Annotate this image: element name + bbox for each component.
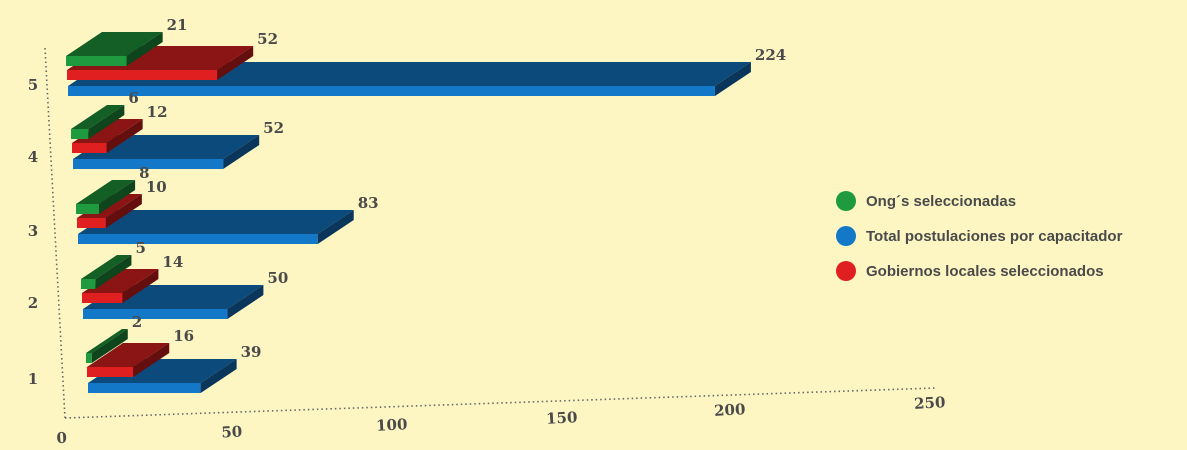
- bar-ong: [76, 180, 136, 214]
- data-label: 6: [128, 89, 138, 107]
- data-label: 83: [358, 194, 379, 212]
- bar-side-face: [714, 62, 751, 96]
- bar-front-face: [87, 367, 134, 377]
- y-tick-label: 3: [28, 222, 38, 240]
- legend-item: Ong´s seleccionadas: [836, 191, 1016, 211]
- data-label: 21: [167, 16, 188, 34]
- bar-front-face: [82, 293, 123, 303]
- bar-side-face: [227, 285, 264, 319]
- bar-front-face: [78, 234, 318, 244]
- bar-front-face: [81, 279, 96, 289]
- bar-side-face: [122, 269, 159, 303]
- bar-top-face: [76, 180, 136, 204]
- bar-gobiernos: [87, 343, 170, 377]
- data-label: 52: [257, 30, 278, 48]
- bar-side-face: [223, 135, 260, 169]
- y-axis-line: [44, 47, 66, 419]
- bar-side-face: [217, 46, 254, 80]
- legend-swatch: [836, 226, 856, 246]
- legend-label: Total postulaciones por capacitador: [866, 228, 1123, 245]
- y-tick-label: 5: [28, 76, 38, 94]
- bars: [66, 32, 751, 393]
- bar-front-face: [72, 143, 107, 153]
- bar-front-face: [68, 86, 715, 96]
- bar-top-face: [68, 62, 751, 86]
- data-label: 8: [139, 164, 149, 182]
- data-labels: 39 16 2 50 14 5 83 108 52 12 6 224 52 21: [128, 16, 786, 361]
- bar-side-face: [91, 329, 128, 363]
- data-label: 39: [241, 343, 262, 361]
- bar-front-face: [67, 70, 218, 80]
- bar-front-face: [71, 129, 89, 139]
- legend-item: Gobiernos locales seleccionados: [836, 261, 1104, 281]
- bar-ong: [66, 32, 163, 66]
- bar-top-face: [82, 269, 159, 293]
- bar-side-face: [133, 343, 170, 377]
- bar-total: [78, 210, 354, 244]
- bar-side-face: [126, 32, 163, 66]
- bar-front-face: [76, 204, 100, 214]
- bar-front-face: [77, 218, 106, 228]
- bar-front-face: [88, 383, 201, 393]
- data-label: 10: [146, 178, 167, 196]
- bar-top-face: [81, 255, 132, 279]
- x-tick-label: 200: [714, 400, 746, 420]
- bar-top-face: [86, 329, 128, 353]
- bar-total: [68, 62, 751, 96]
- x-tick-label: 100: [376, 415, 408, 435]
- x-tick-label: 150: [546, 408, 578, 428]
- y-tick-label: 1: [28, 370, 38, 388]
- x-tick-label: 50: [221, 422, 243, 441]
- x-tick-label: 250: [914, 393, 946, 413]
- data-label: 16: [173, 327, 194, 345]
- bar-front-face: [66, 56, 127, 66]
- bar-front-face: [86, 353, 92, 363]
- bar-side-face: [200, 359, 237, 393]
- bar-side-face: [88, 105, 125, 139]
- y-tick-label: 2: [28, 294, 38, 312]
- bar-ong: [71, 105, 125, 139]
- data-label: 5: [135, 239, 145, 257]
- data-label: 2: [132, 313, 142, 331]
- legend: Ong´s seleccionadas Total postulaciones p…: [836, 191, 1123, 281]
- data-label: 14: [162, 253, 183, 271]
- legend-label: Ong´s seleccionadas: [866, 193, 1016, 210]
- bar-top-face: [87, 343, 170, 367]
- bar-side-face: [106, 119, 143, 153]
- data-label: 50: [267, 269, 288, 287]
- data-label: 224: [755, 46, 786, 64]
- bar-top-face: [78, 210, 354, 234]
- bar-ong: [86, 329, 128, 363]
- x-axis-line: [64, 387, 936, 419]
- legend-item: Total postulaciones por capacitador: [836, 226, 1123, 246]
- bar-side-face: [105, 194, 142, 228]
- bar-top-face: [71, 105, 125, 129]
- data-label: 12: [147, 103, 168, 121]
- bar-side-face: [99, 180, 136, 214]
- bar-gobiernos: [82, 269, 159, 303]
- x-tick-label: 0: [56, 429, 67, 448]
- bar-side-face: [317, 210, 354, 244]
- legend-label: Gobiernos locales seleccionados: [866, 263, 1104, 280]
- legend-swatch: [836, 191, 856, 211]
- bar-front-face: [73, 159, 224, 169]
- y-tick-label: 4: [28, 148, 38, 166]
- bar-side-face: [95, 255, 132, 289]
- data-label: 52: [263, 119, 284, 137]
- bar-ong: [81, 255, 132, 289]
- bar-top-face: [66, 32, 163, 56]
- legend-swatch: [836, 261, 856, 281]
- bar-front-face: [83, 309, 228, 319]
